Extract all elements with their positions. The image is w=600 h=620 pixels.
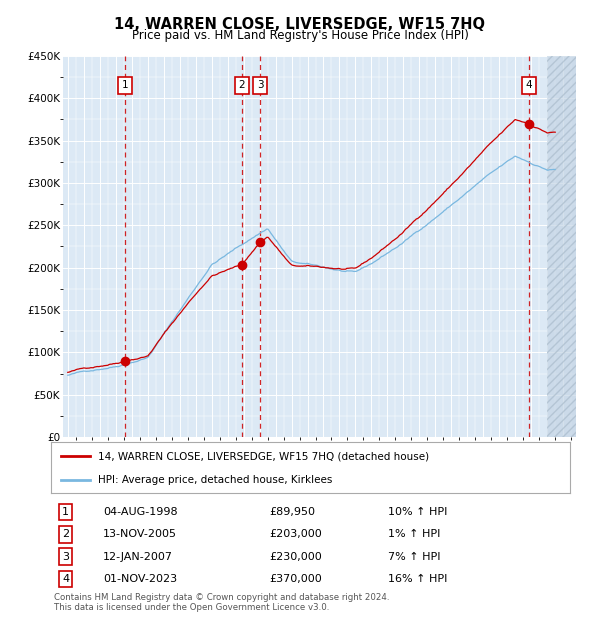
Text: 4: 4 — [62, 574, 69, 584]
Text: £89,950: £89,950 — [269, 507, 315, 517]
Text: Price paid vs. HM Land Registry's House Price Index (HPI): Price paid vs. HM Land Registry's House … — [131, 29, 469, 42]
Text: 16% ↑ HPI: 16% ↑ HPI — [388, 574, 448, 584]
Text: 7% ↑ HPI: 7% ↑ HPI — [388, 552, 441, 562]
Text: 1: 1 — [122, 81, 128, 91]
Text: 1% ↑ HPI: 1% ↑ HPI — [388, 529, 441, 539]
Text: Contains HM Land Registry data © Crown copyright and database right 2024.
This d: Contains HM Land Registry data © Crown c… — [54, 593, 389, 612]
Text: 2: 2 — [238, 81, 245, 91]
Text: 3: 3 — [257, 81, 263, 91]
Text: £230,000: £230,000 — [269, 552, 322, 562]
Text: £203,000: £203,000 — [269, 529, 322, 539]
Text: 13-NOV-2005: 13-NOV-2005 — [103, 529, 177, 539]
Text: 2: 2 — [62, 529, 69, 539]
Text: 1: 1 — [62, 507, 69, 517]
Text: 04-AUG-1998: 04-AUG-1998 — [103, 507, 178, 517]
Text: 10% ↑ HPI: 10% ↑ HPI — [388, 507, 448, 517]
Text: 3: 3 — [62, 552, 69, 562]
Text: 14, WARREN CLOSE, LIVERSEDGE, WF15 7HQ: 14, WARREN CLOSE, LIVERSEDGE, WF15 7HQ — [115, 17, 485, 32]
Text: 12-JAN-2007: 12-JAN-2007 — [103, 552, 173, 562]
Text: 4: 4 — [525, 81, 532, 91]
Text: 01-NOV-2023: 01-NOV-2023 — [103, 574, 177, 584]
Text: HPI: Average price, detached house, Kirklees: HPI: Average price, detached house, Kirk… — [98, 475, 332, 485]
Text: £370,000: £370,000 — [269, 574, 322, 584]
Text: 14, WARREN CLOSE, LIVERSEDGE, WF15 7HQ (detached house): 14, WARREN CLOSE, LIVERSEDGE, WF15 7HQ (… — [98, 451, 429, 461]
